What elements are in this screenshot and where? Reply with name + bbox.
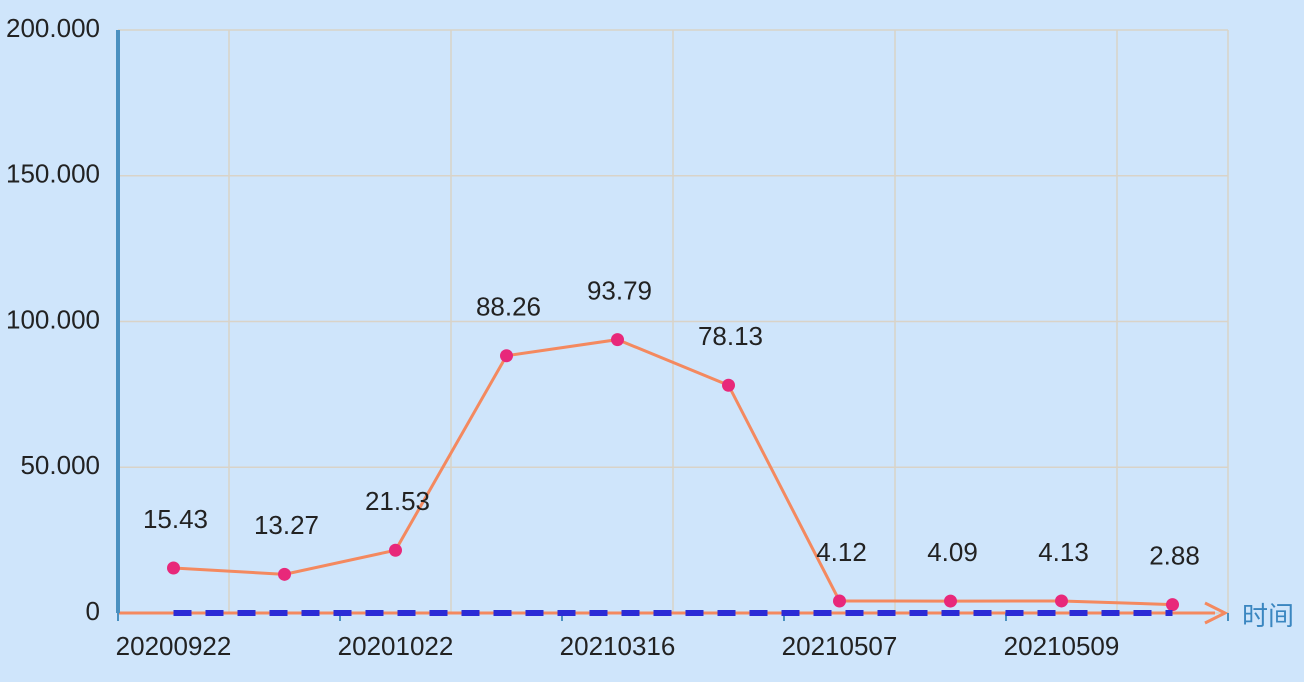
x-tick-label: 20210507 [782,631,898,661]
x-tick-label: 20200922 [116,631,232,661]
y-tick-label: 150.000 [6,159,100,189]
data-label: 2.88 [1149,540,1200,570]
data-label: 4.09 [927,537,978,567]
point [500,349,513,363]
data-label: 4.12 [816,537,867,567]
data-label: 93.79 [587,275,652,305]
data-label: 21.53 [365,486,430,516]
x-axis-label: 时间 [1242,601,1294,631]
point [944,594,957,608]
point [278,567,291,581]
x-tick-label: 20210509 [1004,631,1120,661]
y-tick-label: 0 [86,596,100,626]
point [389,543,402,557]
x-tick-label: 20201022 [338,631,454,661]
point [1166,598,1179,612]
point [722,378,735,392]
data-label: 78.13 [698,321,763,351]
data-label: 88.26 [476,292,541,322]
y-tick-label: 200.000 [6,13,100,43]
line [173,338,1173,607]
point [1055,594,1068,608]
y-tick-label: 50.000 [20,450,100,480]
x-axis-arrow [1204,601,1229,625]
point [167,561,180,575]
y-tick-label: 100.000 [6,304,100,334]
data-label: 15.43 [143,504,208,534]
data-label: 13.27 [254,510,319,540]
x-tick-label: 20210316 [560,631,676,661]
data-label: 4.13 [1038,537,1089,567]
point [833,594,846,608]
point [611,333,624,347]
